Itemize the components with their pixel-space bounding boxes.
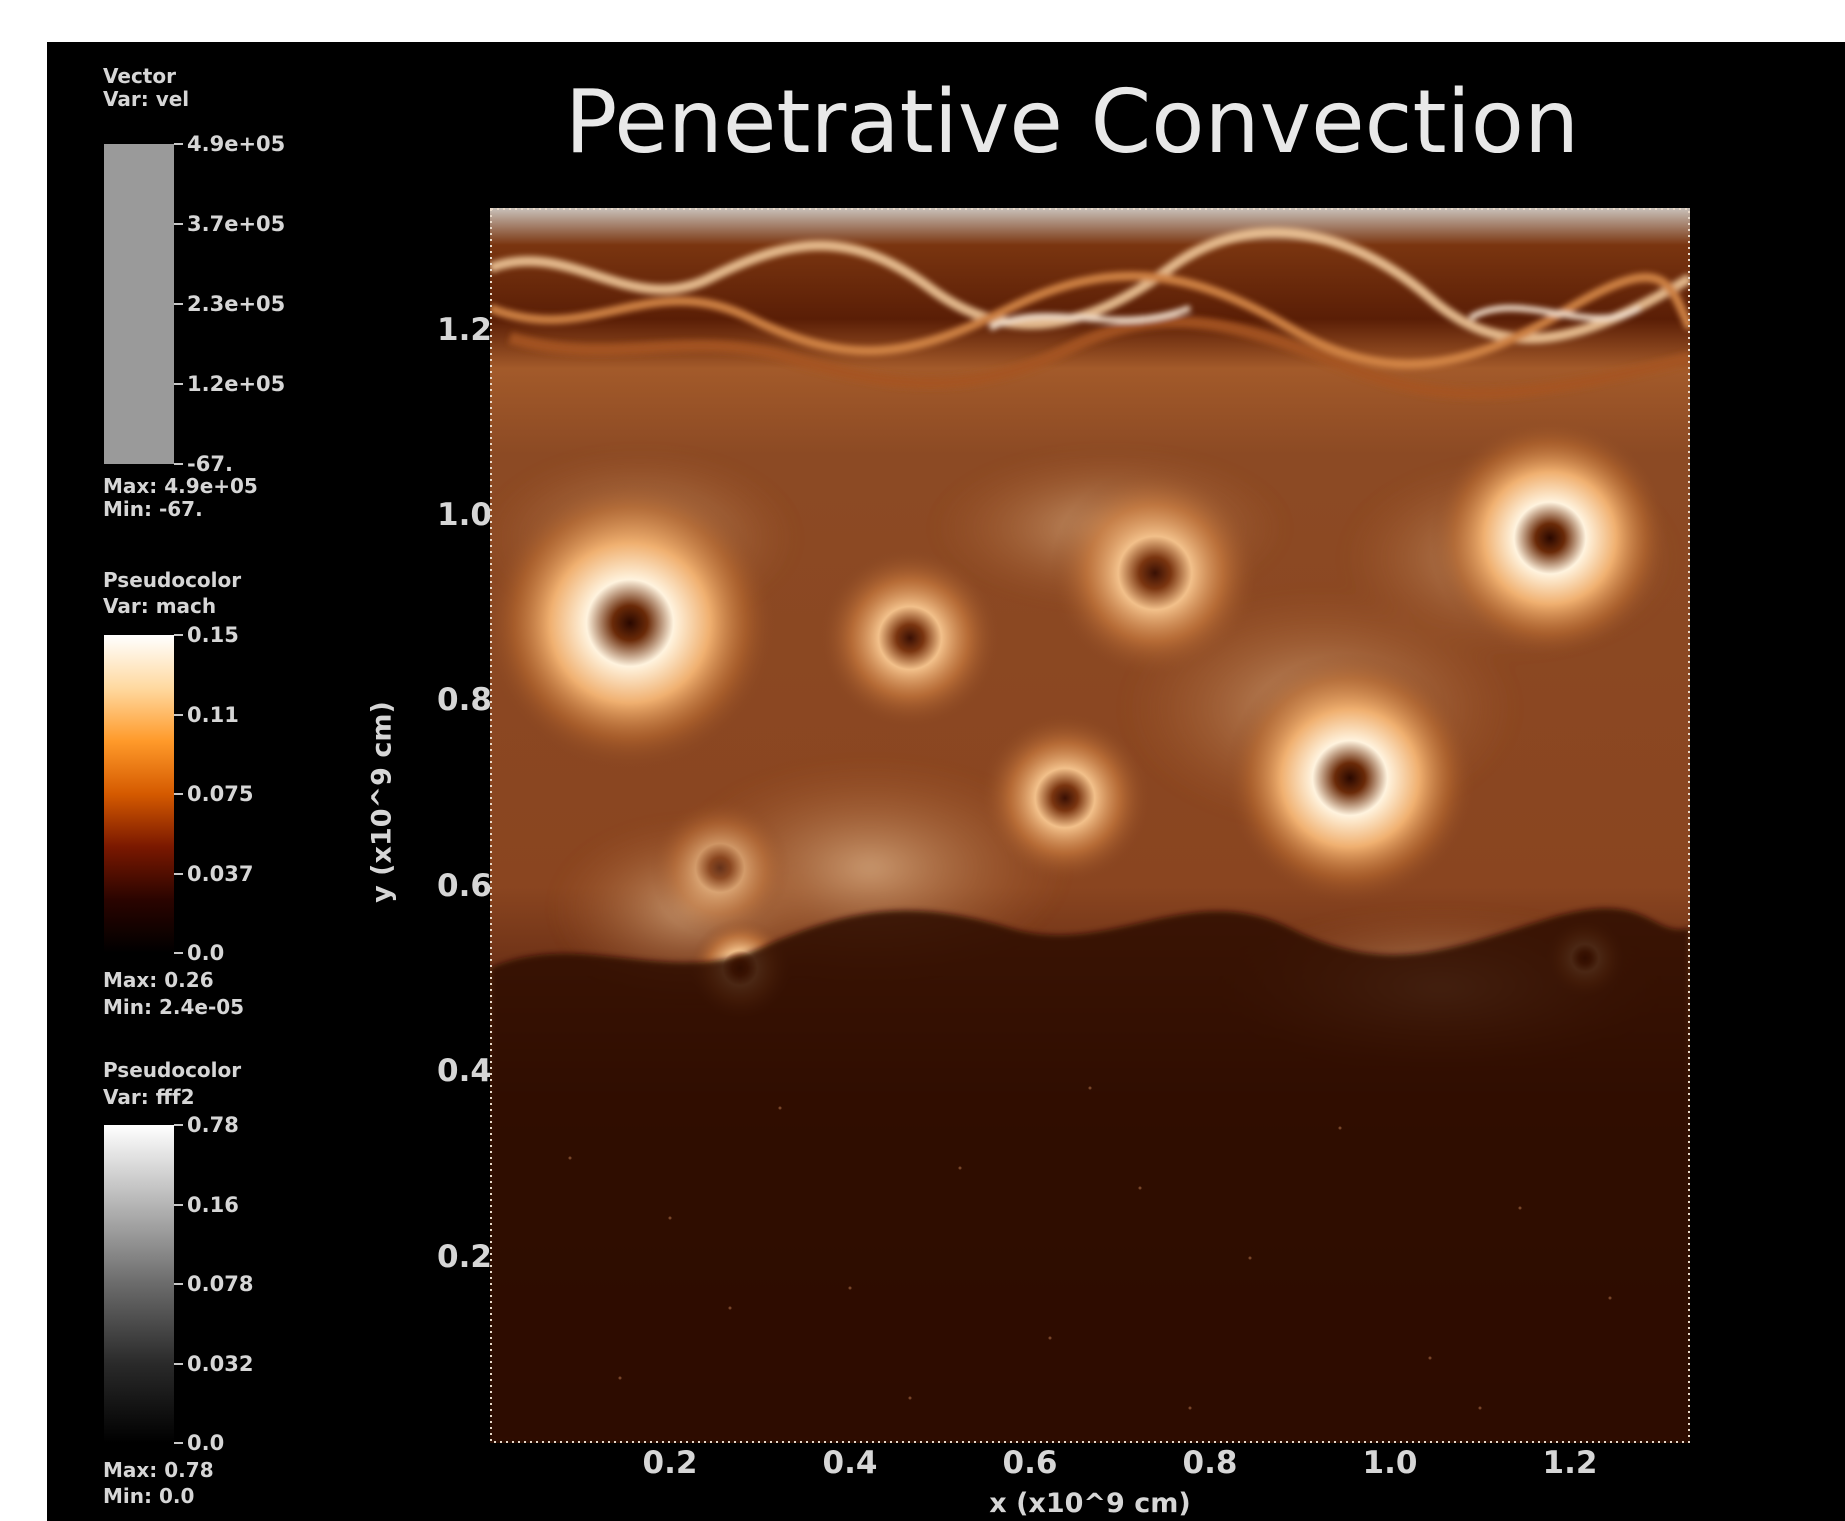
y-tick-label: 0.2 xyxy=(437,1239,492,1275)
legend-mach-var: Var: mach xyxy=(103,594,217,618)
legend-fff2-min: Min: 0.0 xyxy=(103,1484,195,1508)
colorbar-tick-mark xyxy=(174,713,183,716)
colorbar-tick-label: 0.075 xyxy=(187,782,254,806)
colorbar-tick-label: 0.032 xyxy=(187,1351,254,1376)
convection-field-image xyxy=(490,208,1690,1443)
colorbar-tick-label: 0.15 xyxy=(187,623,239,647)
legend-fff2-max: Max: 0.78 xyxy=(103,1458,214,1482)
legend-vector-min: Min: -67. xyxy=(103,497,203,521)
x-axis-label: x (x10^9 cm) xyxy=(989,1488,1191,1519)
y-tick-label: 1.0 xyxy=(437,497,492,533)
colorbar-tick-label: 1.2e+05 xyxy=(187,372,286,396)
colorbar-tick-label: 0.0 xyxy=(187,1431,225,1455)
colorbar-tick-label: 0.11 xyxy=(187,702,239,727)
convection-field-svg xyxy=(490,208,1690,1443)
legend-vector-var: Var: vel xyxy=(103,87,190,111)
colorbar-tick-mark xyxy=(174,303,183,305)
colorbar-tick-mark xyxy=(174,634,183,636)
colorbar-tick-label: 0.0 xyxy=(187,941,225,965)
colorbar-tick-label: 4.9e+05 xyxy=(187,132,286,156)
colorbar-tick-mark xyxy=(174,1203,183,1206)
colorbar-tick-mark xyxy=(174,1283,183,1285)
colorbar-vector xyxy=(104,144,174,464)
y-axis-label: y (x10^9 cm) xyxy=(366,701,398,903)
legend-mach-min: Min: 2.4e-05 xyxy=(103,995,245,1019)
legend-vector-type: Vector xyxy=(103,64,176,88)
colorbar-tick-mark xyxy=(174,1362,183,1365)
colorbar-fff2 xyxy=(104,1125,174,1443)
legend-mach-max: Max: 0.26 xyxy=(103,968,214,992)
colorbar-tick-label: 0.078 xyxy=(187,1272,254,1296)
colorbar-tick-label: 0.78 xyxy=(187,1113,239,1137)
colorbar-tick-mark xyxy=(174,223,183,225)
x-tick-label: 0.2 xyxy=(642,1445,698,1481)
x-tick-label: 1.0 xyxy=(1362,1445,1418,1481)
y-tick-label: 0.8 xyxy=(437,682,492,718)
colorbar-tick-mark xyxy=(174,1124,183,1126)
legend-fff2-var: Var: fff2 xyxy=(103,1085,195,1109)
x-tick-label: 1.2 xyxy=(1542,1445,1598,1481)
legend-mach-type: Pseudocolor xyxy=(103,568,242,592)
colorbar-tick-mark xyxy=(174,872,183,875)
colorbar-tick-label: 0.16 xyxy=(187,1192,239,1217)
colorbar-tick-mark xyxy=(174,1442,183,1444)
colorbar-tick-mark xyxy=(174,952,183,954)
colorbar-tick-mark xyxy=(174,383,183,385)
colorbar-tick-label: 2.3e+05 xyxy=(187,292,286,316)
colorbar-tick-label: -67. xyxy=(187,452,233,476)
colorbar-tick-label: 3.7e+05 xyxy=(187,212,286,236)
colorbar-mach xyxy=(104,635,174,953)
x-tick-label: 0.6 xyxy=(1002,1445,1058,1481)
plot-title: Penetrative Convection xyxy=(564,71,1580,173)
colorbar-tick-mark xyxy=(174,793,183,795)
visualization-frame: Vector Var: vel 4.9e+05 3.7e+05 2.3e+05 1.2… xyxy=(47,42,1845,1521)
x-tick-label: 0.8 xyxy=(1182,1445,1238,1481)
legend-vector-max: Max: 4.9e+05 xyxy=(103,474,258,498)
y-tick-label: 0.6 xyxy=(437,868,492,904)
y-tick-label: 0.4 xyxy=(437,1053,492,1089)
colorbar-tick-mark xyxy=(174,143,183,145)
y-tick-label: 1.2 xyxy=(437,312,492,348)
colorbar-tick-mark xyxy=(174,463,183,465)
x-tick-label: 0.4 xyxy=(822,1445,878,1481)
colorbar-tick-label: 0.037 xyxy=(187,861,254,886)
legend-fff2-type: Pseudocolor xyxy=(103,1058,242,1082)
